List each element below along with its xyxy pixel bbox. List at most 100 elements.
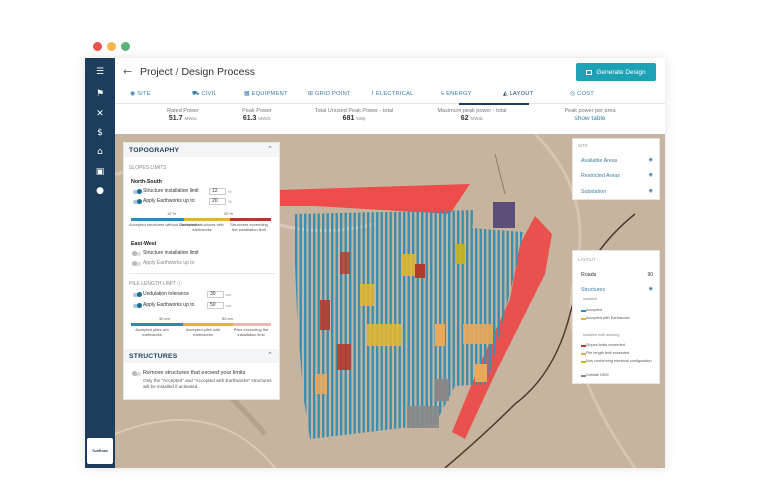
tab-civil[interactable]: ⛟ CIVIL: [192, 91, 217, 98]
pile-scale-bar: [131, 323, 271, 326]
bar-label: Accepted structures with earthworks: [180, 222, 224, 232]
north-south-label: North-South: [131, 179, 162, 185]
restricted-areas-item[interactable]: Restricted Areas: [581, 173, 620, 179]
tab-layout[interactable]: ◭ LAYOUT: [503, 91, 533, 97]
earthworks-toggle[interactable]: [133, 199, 142, 204]
stat-label: Maximum peak power - total: [437, 108, 507, 114]
tab-site[interactable]: ◉ SITE: [130, 91, 151, 97]
eye-icon[interactable]: ◉: [648, 157, 653, 163]
bar-label: Accepted structures without Earthworks: [129, 222, 200, 227]
tab-equipment[interactable]: ▦ EQUIPMENT: [244, 91, 288, 97]
ew-earthworks-toggle[interactable]: [132, 261, 141, 266]
topography-panel: TOPOGRAPHY ⌃ SLOPES LIMITS North-South S…: [123, 142, 280, 400]
pile-label: Accepted piles w/o earthworks: [135, 327, 169, 337]
breadcrumb-page: Design Process: [181, 66, 255, 78]
header: ← Project / Design Process Generate Desi…: [115, 58, 665, 86]
pile-earthworks-toggle[interactable]: [133, 303, 142, 308]
users-icon[interactable]: ●: [96, 186, 104, 196]
substation[interactable]: [493, 202, 515, 228]
active-tab-indicator: [459, 103, 529, 105]
pile-label: Accepted piles with earthworks: [185, 327, 221, 337]
structures-item[interactable]: Structures: [581, 287, 606, 293]
dollar-icon[interactable]: $: [97, 128, 103, 138]
structure-limit-toggle[interactable]: [133, 189, 142, 194]
layout-panel: LAYOUT Roads 90 Structures ◉ Installed A…: [572, 250, 660, 384]
tab-cost[interactable]: ◎ COST: [570, 91, 594, 97]
bolt-icon: ϟ: [441, 91, 447, 97]
tab-electrical[interactable]: ⌇ ELECTRICAL: [371, 91, 414, 97]
app-logo[interactable]: SunRoad: [87, 438, 113, 464]
stat-value: 681: [342, 115, 355, 122]
bar-mark: 12 %: [167, 211, 177, 216]
legend-swatch: [581, 345, 586, 347]
stats-bar: Rated Power 51.7 MWac Peak Power 61.3 MW…: [115, 108, 665, 134]
tab-energy[interactable]: ϟ ENERGY: [441, 91, 472, 97]
pile-earthworks-input[interactable]: 50: [207, 302, 224, 309]
stat-value: 51.7: [168, 115, 183, 122]
remove-structures-toggle[interactable]: [132, 371, 141, 376]
installed-label: Installed: [583, 297, 598, 301]
legend-swatch: [581, 361, 586, 363]
available-areas-item[interactable]: Available Areas: [581, 158, 618, 164]
roads-value: 90: [647, 272, 653, 278]
substation-item[interactable]: Substation: [581, 189, 607, 195]
earthworks-input[interactable]: 20: [209, 198, 226, 205]
structures-title: STRUCTURES: [129, 353, 178, 360]
legend-swatch: [581, 310, 586, 312]
chevron-up-icon[interactable]: ⌃: [267, 145, 273, 153]
maximize-dot-icon[interactable]: [121, 42, 130, 51]
east-west-label: East-West: [131, 241, 157, 247]
chevron-up-icon[interactable]: ⌃: [267, 351, 273, 359]
eye-icon[interactable]: ◉: [648, 188, 653, 194]
stat-unit: MWac: [184, 116, 198, 121]
tab-label: GRID POINT: [314, 91, 351, 97]
eye-icon[interactable]: ◉: [648, 286, 653, 292]
excavator-icon: ⛟: [192, 91, 202, 97]
bar-mark: 20 %: [224, 211, 234, 216]
ew-earthworks-label: Apply Earthworks up to: [143, 260, 195, 266]
stat-unit: kWp: [356, 116, 366, 121]
tab-label: CIVIL: [201, 91, 217, 97]
solar-field[interactable]: [293, 210, 523, 439]
close-dot-icon[interactable]: [93, 42, 102, 51]
structure-limit-input[interactable]: 12: [209, 188, 226, 195]
coin-icon: ◎: [570, 91, 578, 97]
unit-label: %: [228, 199, 232, 204]
info-icon[interactable]: ⓘ: [176, 281, 182, 287]
site-section-label: SITE: [578, 143, 589, 148]
roads-label: Roads: [581, 272, 597, 278]
window-controls: [93, 42, 130, 51]
menu-icon[interactable]: ☰: [95, 67, 105, 77]
arrow-left-icon[interactable]: ←: [123, 65, 133, 78]
stat-unit: MWdc: [470, 116, 484, 121]
stat-label: Rated Power: [167, 108, 199, 114]
tab-grid-point[interactable]: ⊞ GRID POINT: [308, 91, 351, 97]
undulation-toggle[interactable]: [133, 292, 142, 297]
restricted-area-top[interactable]: [280, 184, 470, 214]
unit-label: cm: [226, 292, 232, 297]
slope-scale-bar: [131, 218, 271, 221]
pile-mark: 30 cm: [159, 316, 170, 321]
legend-swatch: [581, 375, 586, 377]
bank-icon[interactable]: ⌂: [97, 147, 103, 157]
tab-label: SITE: [137, 91, 151, 97]
pile-length-limit-label: PILE LENGTH LIMIT ⓘ: [129, 280, 182, 287]
legend-swatch: [581, 353, 586, 355]
ew-structure-toggle[interactable]: [132, 251, 141, 256]
logo-text: SunRoad: [92, 449, 108, 453]
remove-structures-label: Remove structures that exceed your limit…: [143, 370, 246, 376]
minimize-dot-icon[interactable]: [107, 42, 116, 51]
show-table-link[interactable]: show table: [574, 115, 606, 122]
tools-icon[interactable]: ✕: [96, 109, 104, 119]
stat-max-peak: Maximum peak power - total 62 MWdc: [437, 108, 506, 122]
eye-icon[interactable]: ◉: [648, 172, 653, 178]
tab-label: COST: [577, 91, 594, 97]
pile-mark: 50 cm: [222, 316, 233, 321]
flag-icon[interactable]: ⚑: [95, 89, 105, 99]
breadcrumb-project[interactable]: Project: [140, 66, 173, 78]
ew-structure-label: Structure installation limit: [143, 250, 199, 256]
briefcase-icon[interactable]: ▣: [95, 167, 105, 177]
undulation-input[interactable]: 30: [207, 291, 224, 298]
page-title: Project / Design Process: [140, 66, 255, 78]
generate-design-button[interactable]: Generate Design: [576, 63, 656, 81]
